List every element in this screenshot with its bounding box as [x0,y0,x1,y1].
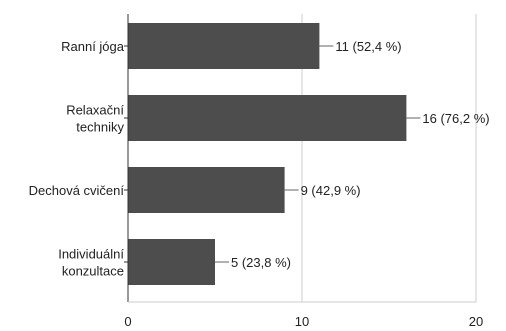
x-tick-label-10: 10 [295,314,309,329]
bar-1 [128,95,407,141]
bars [128,23,407,285]
grid-lines [301,14,477,302]
category-label-3-line-1: konzultace [62,264,124,279]
data-label-2: 9 (42,9 %) [301,183,361,198]
data-label-1: 16 (76,2 %) [422,111,489,126]
category-label-1-line-0: Relaxační [66,103,124,118]
labels: 0 10 20 11 (52,4 %) Ranní jóga 16 (76,2 %) Rel… [29,39,490,329]
category-label-1-line-1: techniky [76,120,124,135]
data-label-0: 11 (52,4 %) [335,39,401,54]
category-label-0: Ranní jóga [61,39,125,54]
data-label-3: 5 (23,8 %) [231,255,291,270]
axes [124,14,476,303]
bar-2 [128,167,285,213]
x-tick-label-0: 0 [124,314,131,329]
bar-3 [128,239,215,285]
category-label-2: Dechová cvičení [29,183,125,198]
category-label-3-line-0: Individuální [58,247,124,262]
x-tick-label-20: 20 [469,314,483,329]
bar-0 [128,23,320,69]
